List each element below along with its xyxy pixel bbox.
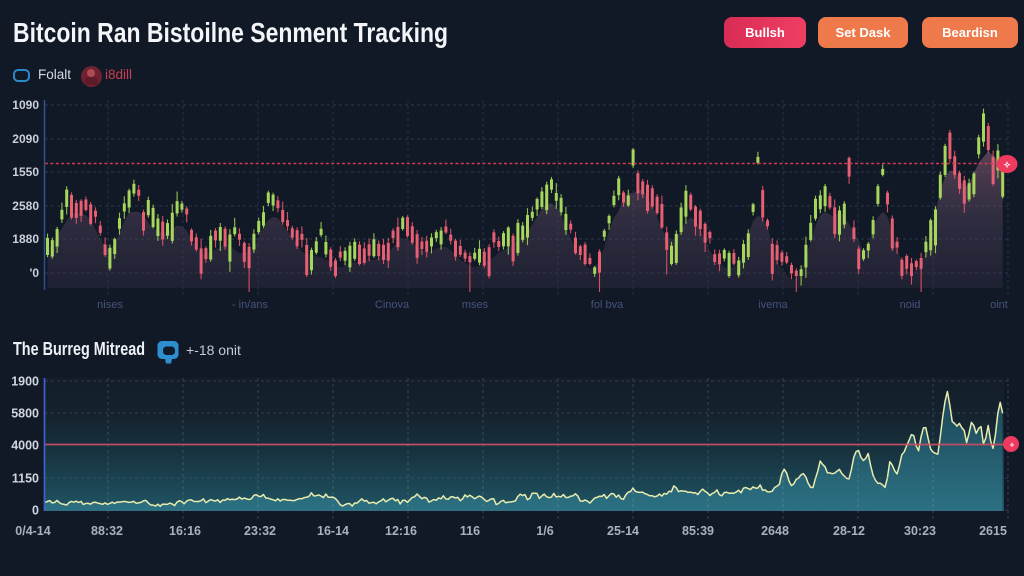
svg-text:5800: 5800 [11,407,39,421]
svg-text:116: 116 [460,524,480,538]
svg-text:2580: 2580 [12,199,39,213]
svg-text:1090: 1090 [12,98,39,112]
svg-text:88:32: 88:32 [91,524,123,538]
svg-text:noid: noid [900,299,921,311]
svg-text:2090: 2090 [12,132,39,146]
svg-text:1150: 1150 [12,472,39,486]
svg-text:Cinova: Cinova [375,299,410,311]
svg-text:23:32: 23:32 [244,524,276,538]
svg-text:✧: ✧ [1003,160,1011,170]
svg-text:85:39: 85:39 [682,524,714,538]
svg-text:25-14: 25-14 [607,524,639,538]
svg-text:12:16: 12:16 [385,524,417,538]
svg-text:30:23: 30:23 [904,524,936,538]
svg-text:1/6: 1/6 [536,524,553,538]
svg-text:mses: mses [462,299,489,311]
svg-text:16:16: 16:16 [169,524,201,538]
svg-text:4000: 4000 [11,439,39,453]
svg-text:- in/ans: - in/ans [232,299,269,311]
svg-text:2648: 2648 [761,524,789,538]
svg-text:oint: oint [990,299,1008,311]
svg-text:nises: nises [97,299,123,311]
svg-text:28-12: 28-12 [833,524,865,538]
svg-text:0: 0 [32,504,39,518]
svg-text:2615: 2615 [979,524,1007,538]
svg-text:ivema: ivema [758,299,788,311]
svg-text:0/4-14: 0/4-14 [15,524,50,538]
svg-text:'0: '0 [29,266,39,280]
svg-text:1900: 1900 [11,375,39,389]
svg-text:1550: 1550 [12,165,39,179]
svg-text:16-14: 16-14 [317,524,349,538]
svg-text:1880: 1880 [12,232,39,246]
svg-text:fol bva: fol bva [591,299,624,311]
svg-text:+: + [1010,441,1015,450]
